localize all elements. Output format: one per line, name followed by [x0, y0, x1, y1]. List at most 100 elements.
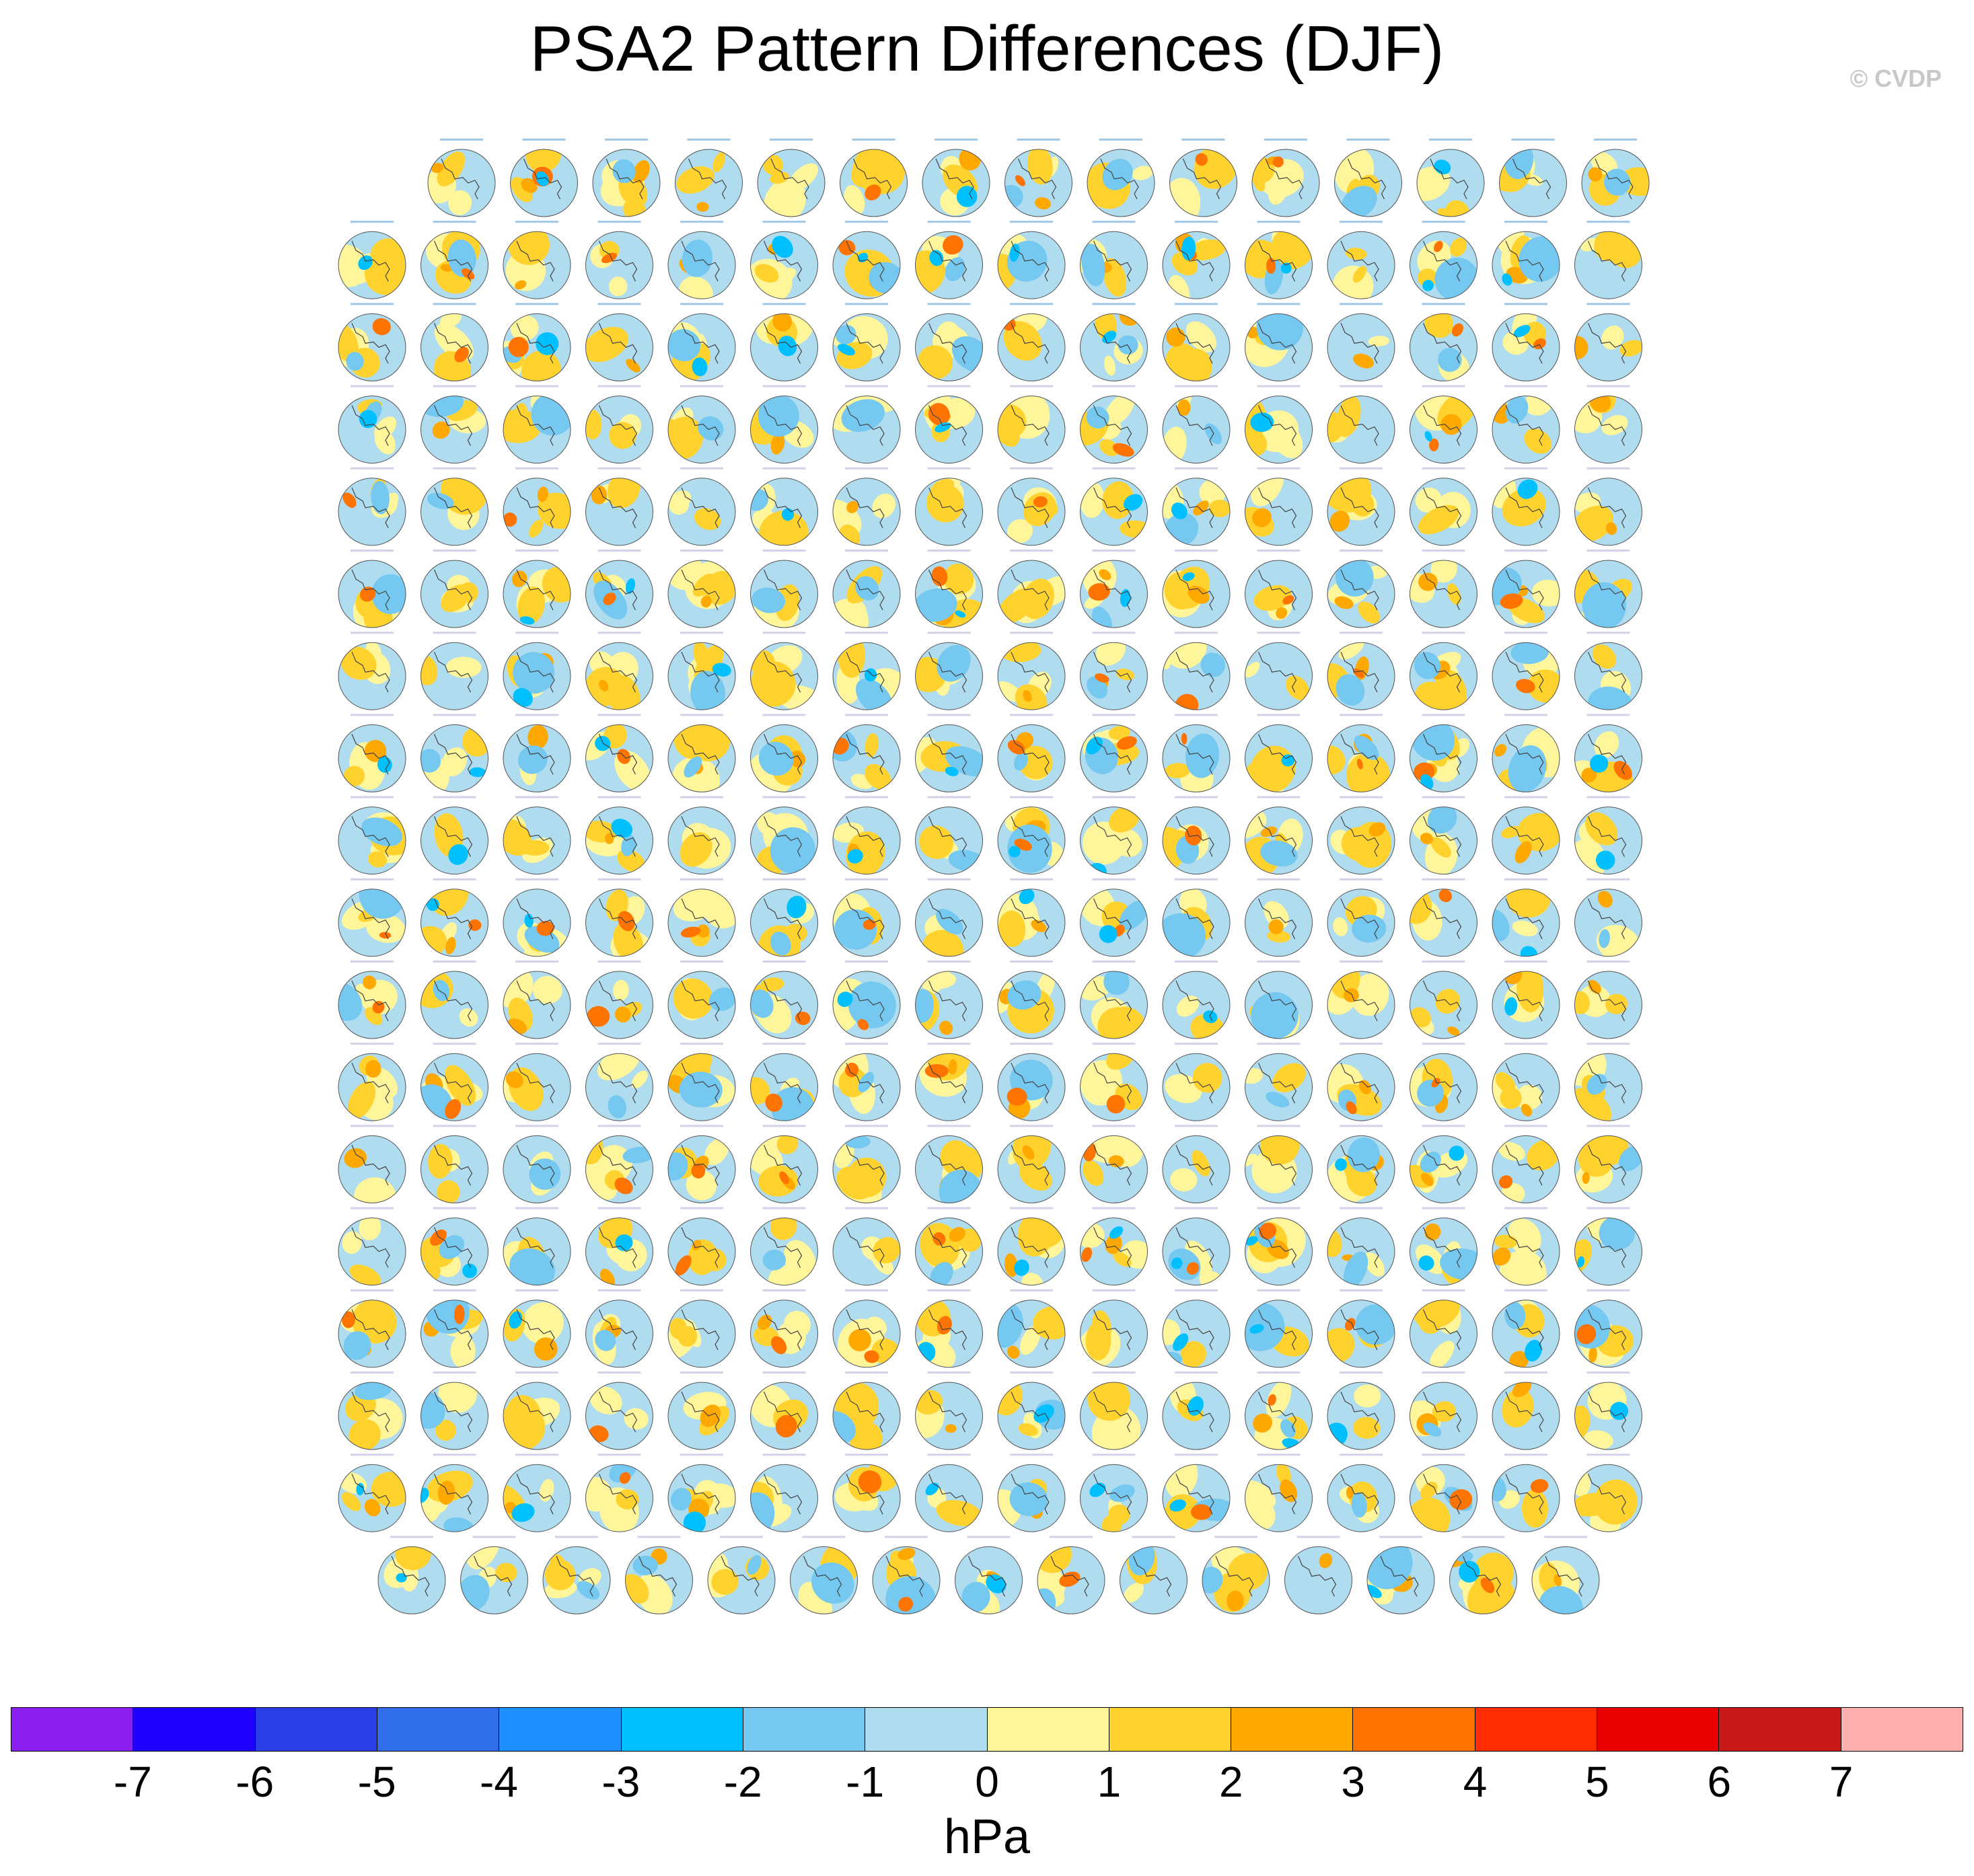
panel-title-mark	[762, 385, 806, 387]
map-panel	[1080, 221, 1148, 299]
map-panel	[997, 1289, 1066, 1368]
colorbar-box	[743, 1708, 866, 1751]
panel-title-mark	[967, 1536, 1011, 1538]
map-panel	[1162, 303, 1231, 381]
map-panel	[1245, 796, 1313, 875]
panel-title-mark	[1586, 467, 1630, 470]
panel-title-mark	[1504, 1043, 1547, 1045]
map-panel	[592, 139, 661, 217]
map-panel	[667, 714, 736, 792]
colorbar-tick-label: 1	[1097, 1758, 1122, 1806]
panel-title-mark	[1214, 1536, 1257, 1538]
panel-title-mark	[845, 1372, 888, 1374]
colorbar-box	[1597, 1708, 1720, 1751]
panel-title-mark	[1504, 714, 1547, 716]
panel-title-mark	[1504, 1289, 1547, 1291]
map-panel	[1245, 1207, 1313, 1286]
map-panel	[1574, 1207, 1642, 1286]
map-panel	[1162, 1289, 1231, 1368]
panel-title-mark	[555, 1536, 598, 1538]
map-panel	[1245, 467, 1313, 546]
colorbar-tick-label: -5	[357, 1758, 396, 1806]
map-panel	[1080, 385, 1148, 464]
panel-title-mark	[762, 221, 806, 223]
colorbar-box	[377, 1708, 500, 1751]
colorbar-tick-label: -4	[480, 1758, 518, 1806]
colorbar-box	[1841, 1708, 1963, 1751]
panel-title-mark	[1379, 1536, 1422, 1538]
map-panel	[625, 1536, 693, 1614]
map-panel	[1492, 796, 1560, 875]
map-panel	[421, 1043, 488, 1121]
map-panel	[832, 1207, 901, 1286]
map-panel	[338, 221, 406, 299]
map-panel	[1327, 1125, 1395, 1203]
panel-title-mark	[1586, 796, 1630, 798]
map-panel	[750, 1043, 818, 1121]
panel-title-mark	[845, 385, 888, 387]
panel-title-mark	[1010, 467, 1053, 470]
panel-title-mark	[1257, 1043, 1301, 1045]
panel-title-mark	[351, 632, 394, 634]
panel-title-mark	[1586, 221, 1630, 223]
panel-title-mark	[351, 878, 394, 880]
panel-title-mark	[762, 1454, 806, 1456]
map-panel	[421, 878, 488, 957]
panel-title-mark	[1586, 878, 1630, 880]
panel-title-mark	[1422, 1289, 1465, 1291]
panel-title-mark	[1257, 550, 1301, 552]
panel-title-mark	[472, 1536, 516, 1538]
panel-title-mark	[1296, 1536, 1340, 1538]
colorbar-labels: -7 -6 -5 -4 -3 -2 -1 0 1 2 3 4 5 6 7	[11, 1757, 1963, 1811]
map-panel	[585, 1207, 653, 1286]
map-panel	[421, 1207, 488, 1286]
map-panel	[585, 714, 653, 792]
map-panel	[1245, 385, 1313, 464]
map-panel	[997, 1043, 1066, 1121]
map-panel	[667, 1454, 736, 1532]
colorbar-box	[865, 1708, 988, 1751]
map-panel	[750, 1207, 818, 1286]
panel-title-mark	[802, 1536, 846, 1538]
map-panel	[1574, 796, 1642, 875]
map-panel	[1410, 1372, 1477, 1450]
map-panel	[338, 1125, 406, 1203]
panel-title-mark	[1340, 1207, 1383, 1209]
map-panel	[377, 1536, 446, 1614]
map-panel	[997, 961, 1066, 1039]
panel-title-mark	[680, 1207, 723, 1209]
map-panel	[667, 1372, 736, 1450]
panel-title-mark	[927, 632, 971, 634]
map-panel	[667, 303, 736, 381]
map-panel	[1080, 1207, 1148, 1286]
panel-title-mark	[1010, 1454, 1053, 1456]
map-panel	[503, 1207, 571, 1286]
panel-title-mark	[680, 1372, 723, 1374]
panel-title-mark	[433, 1207, 476, 1209]
panel-title-mark	[1175, 1207, 1218, 1209]
panel-title-mark	[1257, 303, 1301, 305]
panel-title-mark	[433, 467, 476, 470]
colorbar-units: hPa	[943, 1810, 1031, 1864]
map-panel	[1492, 878, 1560, 957]
panel-title-mark	[687, 139, 731, 141]
map-panel	[1327, 961, 1395, 1039]
map-panel	[421, 1372, 488, 1450]
panel-title-mark	[1586, 550, 1630, 552]
panel-title-mark	[597, 1043, 641, 1045]
panel-title-mark	[597, 1372, 641, 1374]
map-panel	[338, 385, 406, 464]
panel-title-mark	[1586, 1289, 1630, 1291]
panel-title-mark	[1340, 550, 1383, 552]
panel-title-mark	[1504, 385, 1547, 387]
map-panel	[1492, 1043, 1560, 1121]
panel-title-mark	[1175, 221, 1218, 223]
map-panel	[1492, 1454, 1560, 1532]
panel-title-mark	[351, 550, 394, 552]
map-panel	[1162, 796, 1231, 875]
panel-title-mark	[351, 1372, 394, 1374]
panel-title-mark	[351, 1043, 394, 1045]
map-panel	[1581, 139, 1650, 217]
panel-title-mark	[1594, 139, 1637, 141]
map-panel	[1574, 961, 1642, 1039]
